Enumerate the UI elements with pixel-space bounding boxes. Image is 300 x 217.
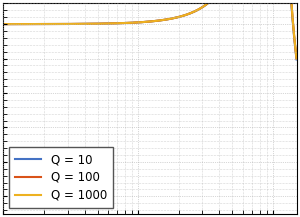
Q = 100 — [52, 23, 56, 25]
Line: Q = 10: Q = 10 — [4, 0, 296, 59]
Q = 1000 — [2, 23, 5, 25]
Line: Q = 1000: Q = 1000 — [4, 0, 296, 58]
Q = 1000 — [295, 57, 298, 60]
Q = 100 — [35, 23, 39, 25]
Q = 1000 — [52, 23, 56, 25]
Legend: Q = 10, Q = 100, Q = 1000: Q = 10, Q = 100, Q = 1000 — [9, 147, 113, 208]
Q = 10 — [295, 58, 298, 61]
Q = 100 — [295, 57, 298, 60]
Q = 100 — [2, 23, 5, 25]
Q = 1000 — [114, 22, 118, 25]
Q = 10 — [35, 23, 39, 25]
Line: Q = 100: Q = 100 — [4, 0, 296, 58]
Q = 10 — [114, 22, 118, 25]
Q = 1000 — [127, 21, 130, 24]
Q = 10 — [2, 23, 5, 25]
Q = 100 — [127, 21, 130, 24]
Q = 1000 — [35, 23, 39, 25]
Q = 10 — [52, 23, 56, 25]
Q = 100 — [114, 22, 118, 25]
Q = 10 — [127, 21, 130, 24]
